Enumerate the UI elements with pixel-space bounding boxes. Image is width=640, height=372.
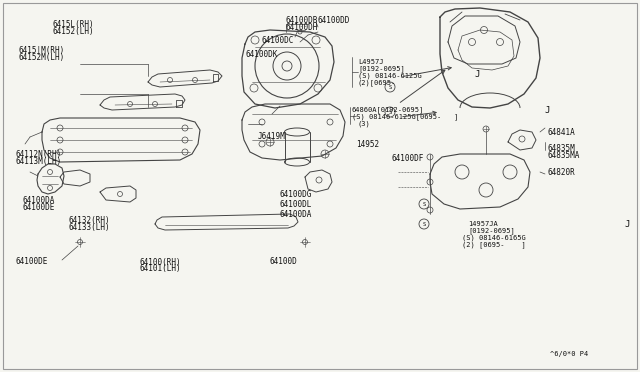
Text: J6419M: J6419M	[258, 131, 285, 141]
Text: (2) [0695-    ]: (2) [0695- ]	[462, 242, 525, 248]
Text: 64841A: 64841A	[548, 128, 576, 137]
Text: 64132(RH): 64132(RH)	[68, 215, 109, 224]
Text: 64100DL: 64100DL	[280, 199, 312, 208]
Text: (3): (3)	[358, 121, 371, 127]
Text: S: S	[388, 109, 392, 115]
Text: (2)[0695-: (2)[0695-	[358, 80, 396, 86]
Text: 64100DH: 64100DH	[286, 22, 318, 32]
Text: 64100DC: 64100DC	[262, 35, 294, 45]
Text: 64835M: 64835M	[548, 144, 576, 153]
Text: 14957JA: 14957JA	[468, 221, 498, 227]
Text: J: J	[624, 219, 629, 228]
Text: 64101(LH): 64101(LH)	[140, 264, 182, 273]
Text: 64860A[0192-0695]: 64860A[0192-0695]	[352, 107, 424, 113]
Text: (S) 08146-6165G: (S) 08146-6165G	[462, 235, 525, 241]
Text: [0192-0695]: [0192-0695]	[468, 228, 515, 234]
Text: 64100DA: 64100DA	[280, 209, 312, 218]
Text: J: J	[544, 106, 549, 115]
Text: 64112N(RH): 64112N(RH)	[15, 150, 61, 158]
Text: 64133(LH): 64133(LH)	[68, 222, 109, 231]
Text: L4957J: L4957J	[358, 59, 383, 65]
Text: 64820R: 64820R	[548, 167, 576, 176]
Text: 64152M(LH): 64152M(LH)	[18, 52, 64, 61]
Text: 64100DF: 64100DF	[392, 154, 424, 163]
Text: 64100DB: 64100DB	[286, 16, 318, 25]
Text: 64100(RH): 64100(RH)	[140, 257, 182, 266]
Text: 14952: 14952	[356, 140, 379, 148]
Text: 64113M(LH): 64113M(LH)	[15, 157, 61, 166]
Text: 64100D: 64100D	[270, 257, 298, 266]
Text: 64100DD: 64100DD	[318, 16, 350, 25]
Text: S: S	[388, 84, 392, 90]
Text: 64835MA: 64835MA	[548, 151, 580, 160]
Text: 64100DE: 64100DE	[15, 257, 47, 266]
Text: 64100DK: 64100DK	[246, 49, 278, 58]
Text: ^6/0*0 P4: ^6/0*0 P4	[550, 351, 588, 357]
Text: 64152(LH): 64152(LH)	[52, 26, 93, 35]
Text: J: J	[474, 70, 479, 78]
Text: S: S	[422, 221, 426, 227]
Text: S: S	[422, 202, 426, 206]
Text: 6415L(RH): 6415L(RH)	[52, 19, 93, 29]
Text: 6415|M(RH): 6415|M(RH)	[18, 45, 64, 55]
Text: (S) 08146-6125G[0695-   ]: (S) 08146-6125G[0695- ]	[352, 113, 458, 121]
Text: 64100DA: 64100DA	[22, 196, 54, 205]
Text: 64100DG: 64100DG	[280, 189, 312, 199]
Text: [0192-0695]: [0192-0695]	[358, 65, 404, 73]
Text: (S) 08146-6125G: (S) 08146-6125G	[358, 73, 422, 79]
Text: 64100DE: 64100DE	[22, 202, 54, 212]
